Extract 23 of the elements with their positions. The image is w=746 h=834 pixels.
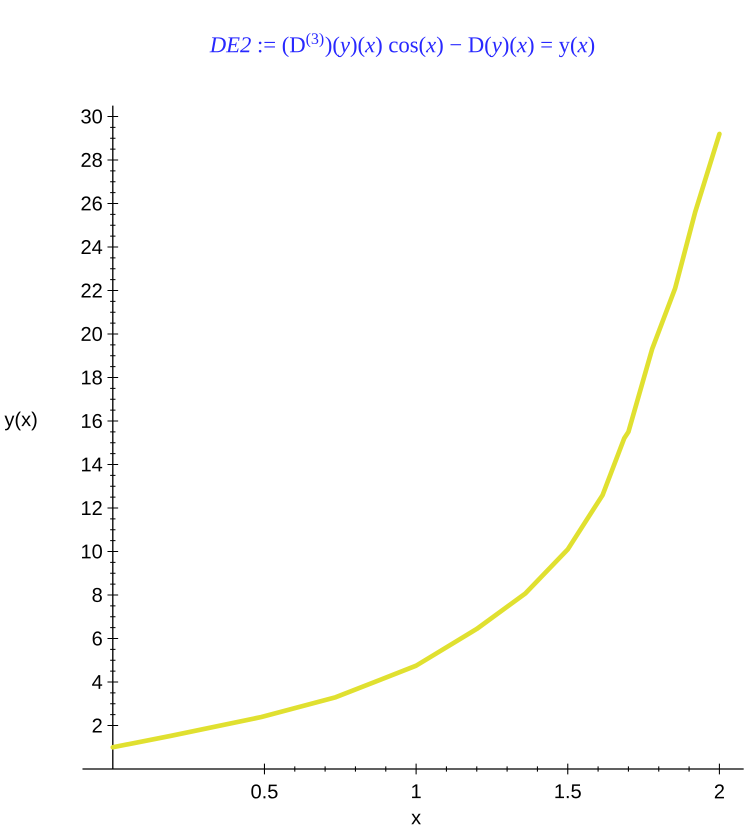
x-axis-title: x	[411, 814, 421, 824]
y-tick-label: 12	[82, 501, 102, 515]
y-tick-label: 14	[82, 458, 102, 472]
y-tick-label: 22	[82, 284, 102, 298]
y-tick-label: 16	[82, 414, 102, 428]
y-tick-label: 26	[82, 196, 102, 211]
chart-title: DE2 := (D$^{(3)}$)(y)(x) cos(x) − D(y)(x) = y(x)	[210, 32, 594, 58]
y-tick-label: 18	[82, 370, 102, 385]
y-tick-label: 10	[82, 544, 102, 559]
y-tick-label: 28	[82, 152, 102, 168]
x-tick-label: 0.5	[251, 784, 278, 799]
y-tick-label: 4	[92, 675, 102, 689]
y-tick-label: 20	[82, 326, 102, 342]
y-tick-label: 8	[92, 588, 102, 602]
x-tick-label: 2	[714, 784, 724, 798]
y-tick-label: 24	[82, 240, 102, 254]
y-tick-label: 6	[92, 631, 102, 646]
x-tick-label: 1.5	[555, 784, 581, 798]
x-tick-label: 1	[412, 784, 421, 798]
line-series	[110, 132, 722, 750]
y-tick-label: 2	[92, 718, 102, 732]
y-tick-label: 30	[81, 109, 102, 124]
y-axis-title: y(x)	[4, 412, 37, 430]
